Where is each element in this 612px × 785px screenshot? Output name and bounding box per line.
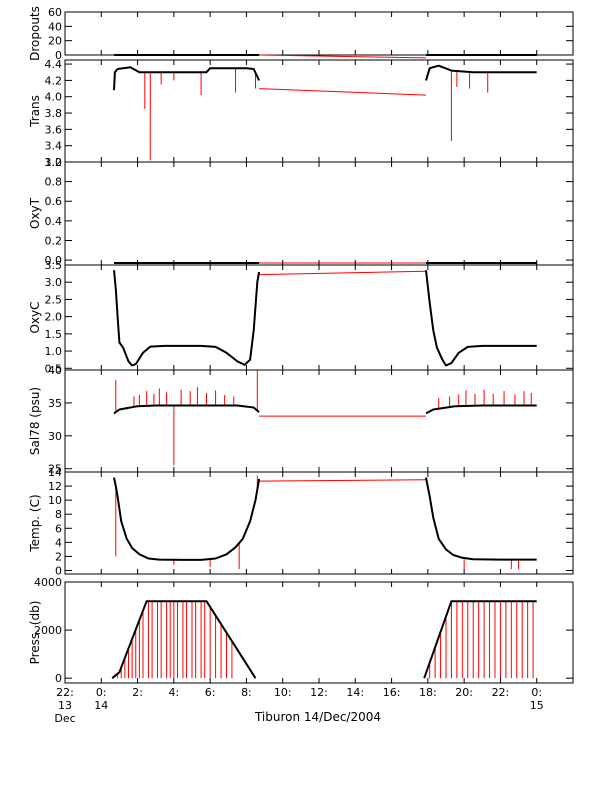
x-tick-label: 22: bbox=[56, 686, 74, 699]
x-tick-label: 15 bbox=[530, 699, 544, 712]
x-tick-label: 13 bbox=[58, 699, 72, 712]
series-red-line bbox=[259, 88, 427, 96]
x-tick-label: 10: bbox=[274, 686, 292, 699]
x-tick-label: 18: bbox=[419, 686, 437, 699]
series-black-line bbox=[113, 66, 261, 91]
x-tick-label: 8: bbox=[241, 686, 252, 699]
y-axis-label: Sal78 (psu) bbox=[28, 387, 42, 455]
y-tick-label: 8 bbox=[55, 508, 62, 521]
panel-oxyt: 0.0 0.2 0.4 0.6 0.8 1.0 OxyT bbox=[28, 156, 574, 267]
series-black-line bbox=[425, 64, 537, 81]
y-tick-label: 0 bbox=[55, 49, 62, 62]
y-tick-label: 3.8 bbox=[45, 107, 63, 120]
series-red-line bbox=[259, 479, 427, 482]
y-tick-label: 2.0 bbox=[45, 311, 63, 324]
series-black-line bbox=[111, 600, 257, 679]
x-tick-label: 6: bbox=[205, 686, 216, 699]
y-tick-label: 0.8 bbox=[45, 176, 63, 189]
y-tick-label: 0 bbox=[55, 564, 62, 577]
y-tick-label: 4.0 bbox=[45, 91, 63, 104]
x-tick-label: 0: bbox=[531, 686, 542, 699]
y-tick-label: 30 bbox=[48, 430, 62, 443]
panel-frame bbox=[64, 581, 574, 684]
y-tick-label: 4.2 bbox=[45, 74, 63, 87]
y-tick-label: 0 bbox=[55, 672, 62, 685]
y-tick-label: 10 bbox=[48, 494, 62, 507]
panel-frame bbox=[64, 161, 574, 266]
panels-group: 0204060Dropouts3.23.43.63.84.04.24.4Tran… bbox=[28, 6, 574, 685]
y-tick-label: 3.2 bbox=[45, 156, 63, 169]
y-tick-label: 40 bbox=[48, 20, 62, 33]
series-black-line bbox=[425, 270, 537, 367]
y-tick-label: 0.0 bbox=[45, 254, 63, 267]
x-tick-label: 0: bbox=[96, 686, 107, 699]
x-tick-label: Dec bbox=[54, 712, 75, 725]
y-tick-label: 6 bbox=[55, 522, 62, 535]
y-tick-label: 3.0 bbox=[45, 276, 63, 289]
series-black-line bbox=[425, 404, 537, 415]
y-tick-label: 35 bbox=[48, 397, 62, 410]
x-tick-label: 20: bbox=[455, 686, 473, 699]
panel-trans: 3.2 3.4 3.6 3.8 4.0 4.2 4.4 Trans bbox=[28, 58, 574, 169]
panel-frame bbox=[64, 59, 574, 163]
series-black-line bbox=[113, 404, 260, 415]
series-red-line bbox=[259, 54, 427, 59]
y-tick-label: 0.4 bbox=[45, 215, 63, 228]
panel-pressure: 0 2000 4000 Press. (db) bbox=[28, 576, 574, 685]
y-tick-label: 2.5 bbox=[45, 293, 63, 306]
x-tick-label: 12: bbox=[310, 686, 328, 699]
y-tick-label: 3.6 bbox=[45, 123, 63, 136]
y-tick-label: 20 bbox=[48, 35, 62, 48]
y-tick-label: 2 bbox=[55, 550, 62, 563]
y-tick-label: 3.4 bbox=[45, 140, 63, 153]
x-tick-label: 14 bbox=[94, 699, 108, 712]
x-tick-label: 22: bbox=[492, 686, 510, 699]
y-axis-label: Trans bbox=[28, 95, 42, 128]
y-tick-label: 2000 bbox=[34, 624, 62, 637]
y-tick-label: 12 bbox=[48, 480, 62, 493]
y-tick-label: 0.5 bbox=[45, 362, 63, 375]
panel-oxyc: 0.5 1.0 1.5 2.0 2.5 3.0 3.5 OxyC bbox=[28, 259, 574, 375]
y-tick-label: 0.2 bbox=[45, 234, 63, 247]
y-tick-label: 0.6 bbox=[45, 195, 63, 208]
y-axis-label: Press. (db) bbox=[28, 601, 42, 665]
y-axis-label: Dropouts bbox=[28, 6, 42, 61]
y-tick-label: 1.0 bbox=[45, 345, 63, 358]
y-tick-label: 40 bbox=[48, 364, 62, 377]
y-tick-label: 4.4 bbox=[45, 58, 63, 71]
panel-frame bbox=[64, 369, 574, 473]
y-tick-label: 4000 bbox=[34, 576, 62, 589]
panel-frame bbox=[64, 11, 574, 56]
series-red-line bbox=[259, 270, 427, 276]
y-tick-label: 3.5 bbox=[45, 259, 63, 272]
series-black-line bbox=[423, 600, 537, 679]
y-tick-label: 60 bbox=[48, 6, 62, 19]
x-tick-label: 16: bbox=[383, 686, 401, 699]
x-tick-label: 4: bbox=[168, 686, 179, 699]
y-tick-label: 14 bbox=[48, 466, 62, 479]
x-tick-label: 2: bbox=[132, 686, 143, 699]
y-tick-label: 1.5 bbox=[45, 328, 63, 341]
y-tick-label: 4 bbox=[55, 536, 62, 549]
series-black-line bbox=[113, 270, 261, 367]
y-tick-label: 1.0 bbox=[45, 156, 63, 169]
panel-salinity: 25 30 35 40 Sal78 (psu) bbox=[28, 364, 574, 476]
x-axis-label: Tiburon 14/Dec/2004 bbox=[254, 710, 381, 724]
series-black-line bbox=[425, 477, 537, 561]
x-tick-label: 14: bbox=[346, 686, 364, 699]
y-axis-label: OxyT bbox=[28, 197, 42, 229]
series-black-line bbox=[113, 477, 261, 561]
y-axis-label: Temp. (C) bbox=[28, 494, 42, 552]
y-axis-label: OxyC bbox=[28, 301, 42, 333]
y-tick-label: 25 bbox=[48, 463, 62, 476]
